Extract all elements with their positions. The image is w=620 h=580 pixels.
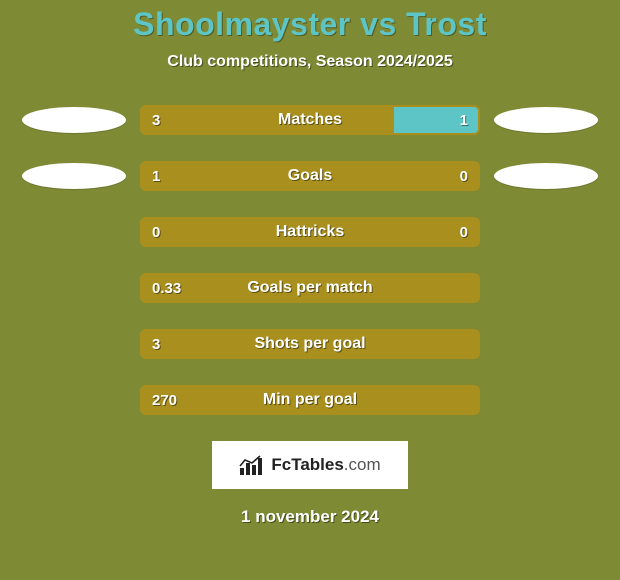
stat-bar: 3 Shots per goal <box>140 329 480 359</box>
logo-text: FcTables.com <box>271 455 380 475</box>
page-title: Shoolmayster vs Trost <box>0 6 620 43</box>
stat-left-value: 0.33 <box>152 280 181 297</box>
stat-left-value: 3 <box>152 112 160 129</box>
stat-right-value: 0 <box>460 168 468 185</box>
flag-right-slot <box>494 330 598 358</box>
logo-brand: FcTables <box>271 455 343 474</box>
flag-left-slot <box>22 162 126 190</box>
stat-bar: 1 Goals 0 <box>140 161 480 191</box>
flag-left-slot <box>22 274 126 302</box>
logo-tld: .com <box>344 455 381 474</box>
stat-row-gpm: 0.33 Goals per match <box>0 273 620 303</box>
fctables-logo: FcTables.com <box>212 441 408 489</box>
stat-label: Hattricks <box>142 223 478 241</box>
stat-bar: 0.33 Goals per match <box>140 273 480 303</box>
stat-bar: 270 Min per goal <box>140 385 480 415</box>
stat-bar: 3 Matches 1 <box>140 105 480 135</box>
stat-row-matches: 3 Matches 1 <box>0 105 620 135</box>
infographic-container: Shoolmayster vs Trost Club competitions,… <box>0 0 620 580</box>
stat-left-value: 0 <box>152 224 160 241</box>
flag-right-icon <box>494 163 598 189</box>
stat-row-spg: 3 Shots per goal <box>0 329 620 359</box>
flag-right-slot <box>494 106 598 134</box>
stat-row-goals: 1 Goals 0 <box>0 161 620 191</box>
bar-fill-left <box>142 331 478 357</box>
bar-fill-left <box>142 163 478 189</box>
flag-right-icon <box>494 107 598 133</box>
flag-right-slot <box>494 162 598 190</box>
flag-left-icon <box>22 163 126 189</box>
flag-left-slot <box>22 106 126 134</box>
stat-left-value: 1 <box>152 168 160 185</box>
stat-left-value: 270 <box>152 392 177 409</box>
chart-icon <box>239 454 265 476</box>
stat-bar: 0 Hattricks 0 <box>140 217 480 247</box>
flag-left-slot <box>22 218 126 246</box>
stat-rows: 3 Matches 1 1 Goals 0 <box>0 105 620 415</box>
stat-row-hattricks: 0 Hattricks 0 <box>0 217 620 247</box>
stat-left-value: 3 <box>152 336 160 353</box>
stat-right-value: 1 <box>460 112 468 129</box>
bar-fill-left <box>142 107 394 133</box>
flag-right-slot <box>494 386 598 414</box>
date-text: 1 november 2024 <box>0 507 620 527</box>
bar-fill-left <box>142 387 478 413</box>
team2-name: Trost <box>406 6 487 42</box>
flag-left-slot <box>22 330 126 358</box>
team1-name: Shoolmayster <box>133 6 351 42</box>
flag-left-slot <box>22 386 126 414</box>
stat-right-value: 0 <box>460 224 468 241</box>
stat-row-mpg: 270 Min per goal <box>0 385 620 415</box>
bar-fill-left <box>142 275 478 301</box>
flag-right-slot <box>494 218 598 246</box>
vs-text: vs <box>360 6 397 42</box>
flag-right-slot <box>494 274 598 302</box>
subtitle: Club competitions, Season 2024/2025 <box>0 53 620 71</box>
flag-left-icon <box>22 107 126 133</box>
